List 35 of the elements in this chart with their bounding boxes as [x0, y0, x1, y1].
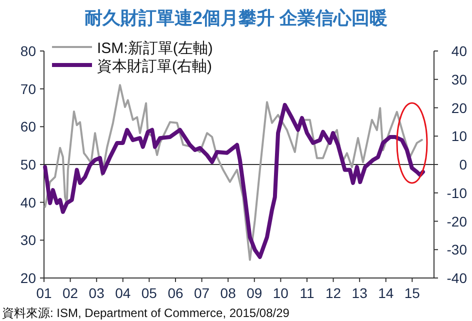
y-tick-label: 20: [20, 270, 36, 286]
x-tick-label: 06: [168, 285, 184, 301]
y2-tick-label: 0: [459, 156, 468, 172]
x-tick-label: 05: [141, 285, 158, 301]
y-tick-label: 40: [20, 194, 36, 210]
chart-title: 耐久財訂單連2個月攀升 企業信心回暖: [84, 8, 388, 28]
y-tick-label: 70: [20, 80, 36, 97]
y2-tick-label: 10: [451, 128, 468, 144]
y2-tick-label: -10: [446, 184, 468, 201]
y-tick-label: 60: [20, 118, 36, 135]
y-tick-label: 80: [20, 43, 36, 59]
x-tick-label: 11: [300, 285, 314, 301]
x-tick-label: 10: [272, 285, 289, 301]
y2-tick-label: -40: [446, 270, 468, 286]
y2-tick-label: 30: [451, 71, 468, 88]
legend-label: ISM:新訂單(左軸): [97, 40, 213, 57]
x-tick-label: 02: [62, 285, 78, 301]
x-tick-label: 01: [36, 285, 52, 301]
x-tick-label: 03: [88, 285, 105, 301]
x-tick-label: 15: [404, 285, 420, 301]
y2-tick-label: 40: [451, 43, 468, 59]
x-tick-label: 13: [352, 285, 368, 301]
x-tick-label: 09: [246, 285, 262, 301]
x-tick-label: 08: [220, 285, 236, 301]
x-tick-label: 07: [194, 285, 210, 301]
source-note: 資料來源: ISM, Department of Commerce, 2015/08/29: [2, 306, 290, 320]
x-tick-label: 04: [115, 285, 131, 301]
y2-tick-label: -20: [446, 213, 468, 230]
legend-label: 資本財訂單(右軸): [97, 58, 212, 75]
y2-tick-label: 20: [451, 100, 468, 116]
x-tick-label: 14: [378, 285, 394, 301]
y-tick-label: 50: [20, 156, 36, 172]
y-tick-label: 30: [20, 232, 36, 248]
y2-tick-label: -30: [446, 242, 468, 258]
x-tick-label: 12: [325, 285, 342, 301]
